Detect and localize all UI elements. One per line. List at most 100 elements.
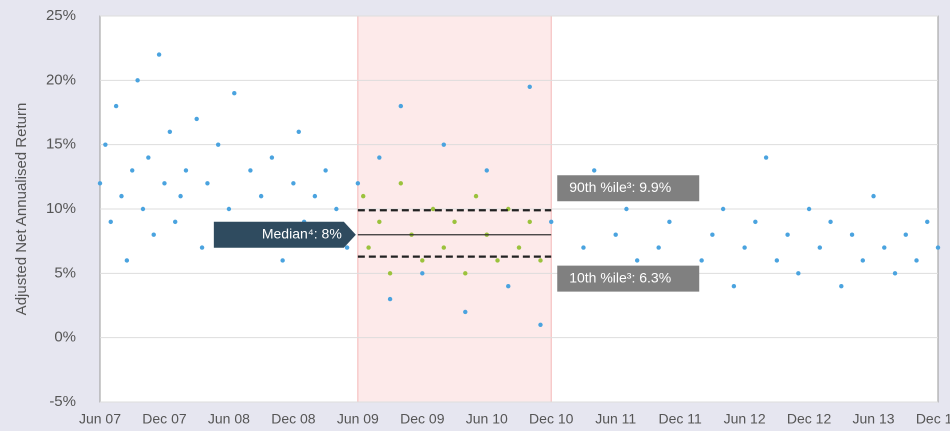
label-box [557,175,700,202]
point [860,258,865,263]
point [355,181,361,186]
point [452,219,457,225]
point [103,142,108,147]
point [178,193,183,199]
point [882,245,887,250]
point [463,309,468,315]
y-tick-label: 25% [46,7,76,24]
point [839,284,844,289]
y-axis-label: Adjusted Net Annualised Return [13,103,30,316]
annotation-label: 10th %ile³: 6.3% [569,269,671,285]
x-tick-label: Jun 12 [724,411,766,427]
x-tick-label: Jun 13 [853,411,895,427]
point [796,271,801,276]
point [871,193,876,199]
point [441,245,446,250]
point [806,206,812,212]
point [97,181,103,186]
point [656,245,661,250]
point [549,219,554,225]
annotation-label: Median⁴: 8% [262,225,342,241]
point [892,271,898,276]
point [167,129,173,134]
label-box [213,221,356,248]
point [387,296,393,302]
point [312,193,318,199]
point [420,271,425,276]
y-tick-label: 0% [54,329,76,346]
point [538,322,543,327]
point [763,155,769,160]
point [130,168,135,173]
point [430,206,436,212]
y-tick-label: -5% [49,393,76,410]
point [914,258,919,263]
x-tick-label: Dec 10 [529,411,574,427]
point [269,155,275,160]
point [215,142,221,147]
point [205,181,210,186]
point [774,258,780,263]
point [463,271,468,276]
point [248,168,253,173]
point [162,181,167,186]
x-tick-label: Dec 11 [658,411,702,427]
point [183,168,189,173]
point [849,232,855,237]
point [258,193,264,199]
point [828,219,833,225]
point [527,84,532,89]
point [516,245,522,250]
x-tick-label: Dec 07 [142,411,187,427]
point [119,193,124,199]
point [194,116,199,122]
point [387,271,393,276]
point [140,206,146,212]
point [398,103,404,109]
y-tick-label: 15% [46,136,76,153]
point [495,258,500,263]
point [473,193,479,199]
x-tick-label: Jun 10 [466,411,508,427]
point [366,245,371,250]
point [527,219,532,225]
y-tick-label: 20% [46,71,76,88]
point [361,193,366,199]
point [720,206,726,212]
x-tick-label: Dec 09 [400,411,445,427]
point [226,206,232,212]
label-box [557,265,700,292]
point [377,155,382,160]
point [280,258,285,263]
point [124,258,130,263]
point [151,232,156,237]
point [156,52,162,57]
point [753,219,758,225]
point [484,168,489,173]
x-tick-label: Dec 12 [787,411,832,427]
y-tick-label: 10% [46,200,76,217]
y-tick-label: 5% [54,264,76,281]
point [634,258,640,263]
x-tick-label: Dec 08 [271,411,316,427]
point [323,168,328,173]
point [710,232,715,237]
x-tick-label: Jun 08 [208,411,250,427]
point [699,258,704,263]
point [420,258,425,263]
point [441,142,446,147]
point [903,232,908,237]
point [817,245,823,250]
point [925,219,930,225]
point [108,219,113,225]
x-tick-label: Jun 09 [337,411,379,427]
point [113,103,119,109]
point [592,168,597,173]
point [538,258,543,263]
point [291,181,296,186]
x-tick-label: Jun 11 [595,411,636,427]
point [232,91,237,96]
point [146,155,151,160]
point [731,284,737,289]
